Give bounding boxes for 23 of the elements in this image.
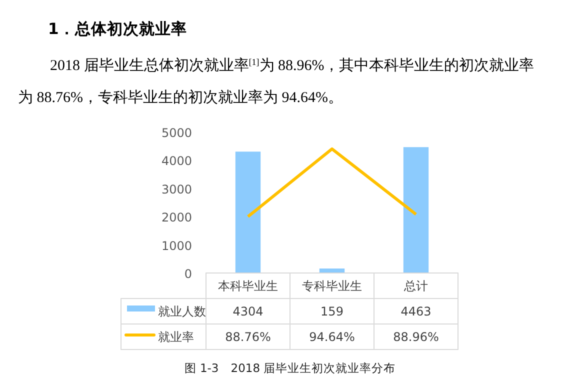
x-tick-label: 专科毕业生 (302, 279, 362, 293)
text: 2018 届毕业生总体初次就业率$^{[1]}$为 88.96%，其中本科毕业生的初次就业率 (50, 57, 534, 74)
y-tick-label: 3000 (161, 182, 192, 196)
bar (403, 147, 429, 273)
y-tick-label: 0 (184, 267, 192, 281)
data-label: 88.76% (225, 330, 271, 344)
data-label: 4304 (232, 304, 264, 318)
bar (235, 152, 261, 273)
y-tick-label: 5000 (161, 126, 192, 140)
data-label: 94.64% (309, 330, 355, 344)
data-label: 88.96% (393, 330, 439, 344)
y-tick-label: 1000 (161, 238, 192, 253)
y-tick-label: 2000 (161, 210, 192, 225)
x-tick-label: 总计 (403, 279, 428, 293)
x-tick-label: 本科毕业生 (218, 279, 278, 293)
chart-title: 1．总体初次就业率 (48, 20, 187, 38)
legend-label: 就业人数 (158, 304, 206, 318)
data-label: 159 (320, 304, 344, 318)
text: 为 88.76%，专科毕业生的初次就业率为 94.64%。 (18, 89, 343, 106)
legend-label: 就业率 (158, 330, 194, 344)
caption: 图 1-3 2018 届毕业生初次就业率分布 (184, 361, 396, 375)
data-label: 4463 (400, 304, 432, 318)
y-tick-label: 4000 (161, 154, 192, 168)
